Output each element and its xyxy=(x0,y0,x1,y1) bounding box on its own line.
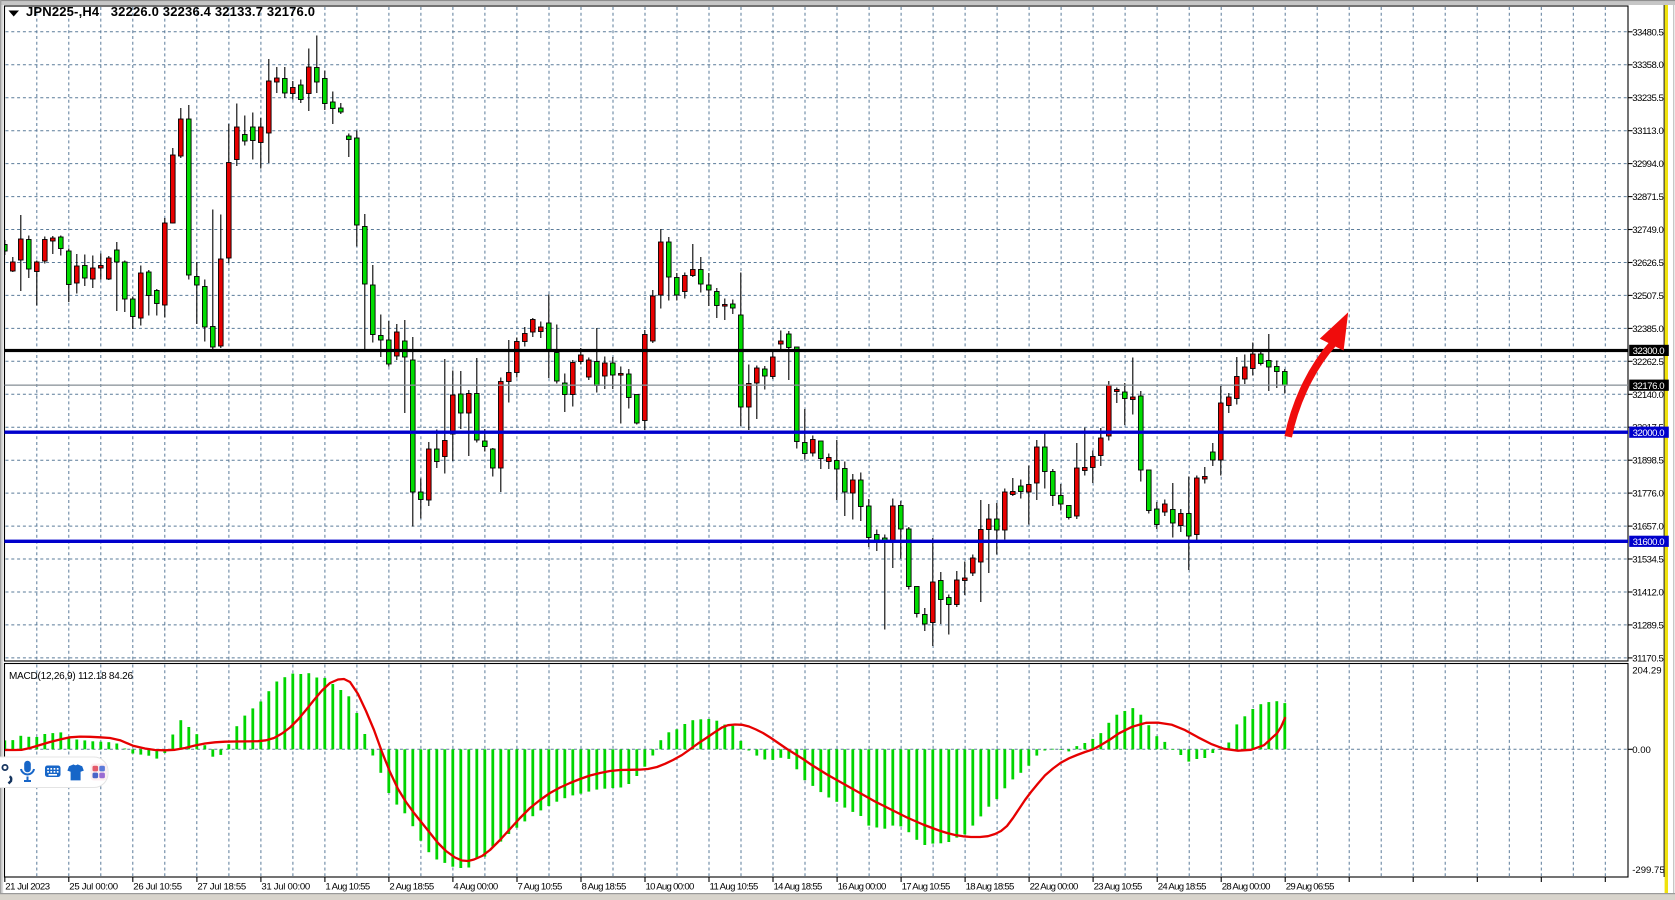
svg-text:26 Jul 10:55: 26 Jul 10:55 xyxy=(133,882,182,893)
svg-text:32626.5: 32626.5 xyxy=(1632,258,1664,269)
svg-text:32000.0: 32000.0 xyxy=(1633,428,1665,439)
svg-text:22 Aug 00:00: 22 Aug 00:00 xyxy=(1030,882,1079,893)
svg-text:24 Aug 18:55: 24 Aug 18:55 xyxy=(1158,882,1207,893)
svg-text:16 Aug 00:00: 16 Aug 00:00 xyxy=(838,882,887,893)
svg-text:25 Jul 00:00: 25 Jul 00:00 xyxy=(69,882,118,893)
svg-text:21 Jul 2023: 21 Jul 2023 xyxy=(5,882,50,893)
svg-text:23 Aug 10:55: 23 Aug 10:55 xyxy=(1094,882,1143,893)
svg-text:31412.0: 31412.0 xyxy=(1632,588,1664,599)
svg-text:31600.0: 31600.0 xyxy=(1633,537,1665,548)
svg-text:32140.0: 32140.0 xyxy=(1632,390,1664,401)
svg-text:-299.75: -299.75 xyxy=(1632,865,1665,876)
svg-text:JPN225-,H4 32226.0 32236.4 3: JPN225-,H4 32226.0 32236.4 32133.7 32176… xyxy=(26,4,315,19)
svg-text:MACD(12,26,9) 112.18 84.26: MACD(12,26,9) 112.18 84.26 xyxy=(9,671,133,682)
svg-text:32262.5: 32262.5 xyxy=(1632,357,1664,368)
svg-text:7 Aug 10:55: 7 Aug 10:55 xyxy=(518,882,563,893)
svg-text:27 Jul 18:55: 27 Jul 18:55 xyxy=(197,882,246,893)
svg-text:32385.0: 32385.0 xyxy=(1632,324,1664,335)
svg-text:33235.5: 33235.5 xyxy=(1632,93,1664,104)
svg-text:31657.0: 31657.0 xyxy=(1632,522,1664,533)
svg-text:14 Aug 18:55: 14 Aug 18:55 xyxy=(774,882,823,893)
svg-text:0.00: 0.00 xyxy=(1632,745,1651,756)
svg-text:29 Aug 06:55: 29 Aug 06:55 xyxy=(1286,882,1335,893)
svg-text:2 Aug 18:55: 2 Aug 18:55 xyxy=(389,882,434,893)
svg-text:1 Aug 10:55: 1 Aug 10:55 xyxy=(325,882,370,893)
svg-text:31289.5: 31289.5 xyxy=(1632,620,1664,631)
svg-text:31534.5: 31534.5 xyxy=(1632,555,1664,566)
svg-text:4 Aug 00:00: 4 Aug 00:00 xyxy=(453,882,498,893)
svg-text:33113.0: 33113.0 xyxy=(1632,126,1664,137)
svg-text:32749.0: 32749.0 xyxy=(1632,225,1664,236)
svg-text:33480.5: 33480.5 xyxy=(1632,27,1664,38)
svg-text:31170.5: 31170.5 xyxy=(1632,653,1664,664)
svg-text:204.29: 204.29 xyxy=(1632,666,1661,677)
svg-text:33358.0: 33358.0 xyxy=(1632,60,1664,71)
svg-text:31 Jul 00:00: 31 Jul 00:00 xyxy=(261,882,310,893)
svg-text:32300.0: 32300.0 xyxy=(1633,346,1665,357)
svg-text:31898.5: 31898.5 xyxy=(1632,456,1664,467)
svg-text:31776.0: 31776.0 xyxy=(1632,489,1664,500)
svg-text:32871.5: 32871.5 xyxy=(1632,192,1664,203)
svg-text:11 Aug 10:55: 11 Aug 10:55 xyxy=(710,882,759,893)
svg-text:28 Aug 00:00: 28 Aug 00:00 xyxy=(1222,882,1271,893)
svg-text:32176.0: 32176.0 xyxy=(1633,381,1665,392)
svg-text:32994.0: 32994.0 xyxy=(1632,159,1664,170)
svg-text:18 Aug 18:55: 18 Aug 18:55 xyxy=(966,882,1015,893)
svg-text:10 Aug 00:00: 10 Aug 00:00 xyxy=(646,882,695,893)
svg-text:17 Aug 10:55: 17 Aug 10:55 xyxy=(902,882,951,893)
svg-text:32507.5: 32507.5 xyxy=(1632,291,1664,302)
svg-text:8 Aug 18:55: 8 Aug 18:55 xyxy=(582,882,627,893)
